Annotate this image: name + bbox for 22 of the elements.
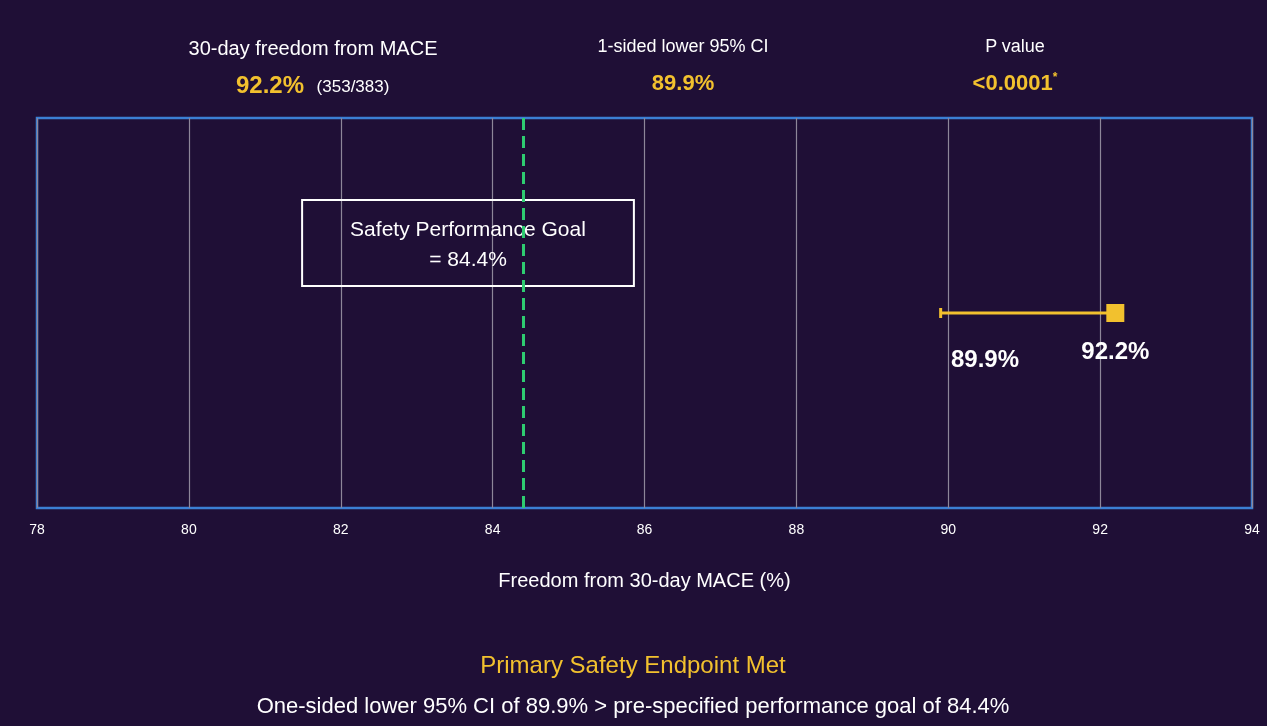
x-tick-label: 90 bbox=[940, 521, 957, 537]
x-tick-label: 92 bbox=[1092, 521, 1109, 537]
ref-line-label: Safety Performance Goal = 84.4% bbox=[350, 216, 586, 270]
text: Primary Safety Endpoint Met bbox=[480, 650, 787, 678]
x-tick-label: 86 bbox=[636, 521, 653, 537]
text: 1-sided lower 95% CI bbox=[597, 36, 769, 56]
text: 92.2% bbox=[235, 70, 305, 98]
x-tick-label: 84 bbox=[484, 521, 501, 537]
x-axis-title: Freedom from 30-day MACE (%) bbox=[498, 569, 791, 591]
annotation: 89.9% bbox=[950, 344, 1020, 372]
text: 30-day freedom from MACE bbox=[188, 37, 438, 59]
x-tick-label: 82 bbox=[332, 521, 349, 537]
x-tick-label: 80 bbox=[181, 521, 197, 537]
text: P value bbox=[985, 36, 1045, 56]
text: 89.9% bbox=[651, 69, 715, 95]
text: One-sided lower 95% CI of 89.9% > pre-specified performance goal of 84.4% bbox=[256, 692, 1010, 718]
text: (353/383) bbox=[316, 76, 390, 96]
data-label: 92.2% bbox=[1081, 336, 1150, 364]
x-tick-label: 78 bbox=[29, 521, 45, 537]
x-tick-label: 94 bbox=[1244, 521, 1260, 537]
text: <0.0001* bbox=[972, 69, 1058, 95]
x-tick-label: 88 bbox=[788, 521, 805, 537]
